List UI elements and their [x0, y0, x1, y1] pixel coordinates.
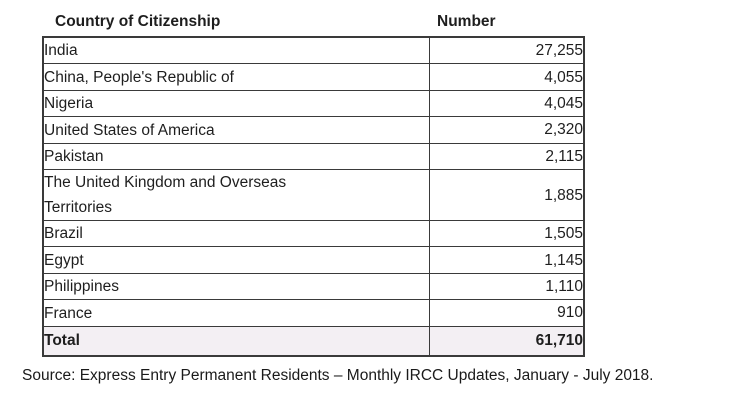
- country-cell: Brazil: [42, 220, 430, 248]
- table-row: India 27,255: [42, 36, 585, 65]
- total-row: Total 61,710: [42, 325, 585, 357]
- country-cell: Philippines: [42, 272, 430, 301]
- country-cell: China, People's Republic of: [42, 63, 430, 91]
- country-label: Pakistan: [44, 148, 104, 166]
- table-row: Philippines 1,110: [42, 272, 585, 301]
- country-cell: India: [42, 36, 430, 65]
- number-cell: 4,055: [428, 63, 585, 91]
- table-row: France 910: [42, 299, 585, 327]
- number-cell: 1,885: [428, 169, 585, 222]
- number-cell: 4,045: [428, 89, 585, 118]
- column-header-number: Number: [437, 13, 496, 30]
- country-label: France: [44, 304, 93, 322]
- number-cell: 2,115: [428, 142, 585, 171]
- number-cell: 27,255: [428, 36, 585, 65]
- number-cell: 1,110: [428, 272, 585, 301]
- country-cell: The United Kingdom and Overseas Territor…: [42, 169, 430, 222]
- country-cell: Egypt: [42, 246, 430, 274]
- country-label: Philippines: [44, 278, 119, 296]
- country-cell: Pakistan: [42, 142, 430, 171]
- number-cell: 1,505: [428, 220, 585, 248]
- country-label: The United Kingdom and Overseas Territor…: [44, 174, 287, 217]
- total-value: 61,710: [428, 325, 585, 357]
- citizenship-table: India 27,255 China, People's Republic of…: [42, 36, 585, 357]
- country-cell: France: [42, 299, 430, 327]
- column-header-country: Country of Citizenship: [55, 13, 221, 30]
- table-row: United States of America 2,320: [42, 116, 585, 144]
- country-label: Nigeria: [44, 95, 94, 113]
- country-label: United States of America: [44, 121, 215, 139]
- table-row: Pakistan 2,115: [42, 142, 585, 171]
- country-label: Brazil: [44, 225, 83, 243]
- country-label: China, People's Republic of: [44, 68, 234, 86]
- table-row: Nigeria 4,045: [42, 89, 585, 118]
- table-row: Egypt 1,145: [42, 246, 585, 274]
- total-label: Total: [42, 325, 430, 357]
- number-cell: 910: [428, 299, 585, 327]
- country-label: India: [44, 42, 78, 60]
- source-note: Source: Express Entry Permanent Resident…: [22, 366, 654, 384]
- country-label: Egypt: [44, 251, 84, 269]
- table-row: The United Kingdom and Overseas Territor…: [42, 169, 585, 222]
- table-header-row: Country of Citizenship Number: [0, 0, 731, 36]
- country-cell: Nigeria: [42, 89, 430, 118]
- country-cell: United States of America: [42, 116, 430, 144]
- number-cell: 2,320: [428, 116, 585, 144]
- table-row: Brazil 1,505: [42, 220, 585, 248]
- table-row: China, People's Republic of 4,055: [42, 63, 585, 91]
- number-cell: 1,145: [428, 246, 585, 274]
